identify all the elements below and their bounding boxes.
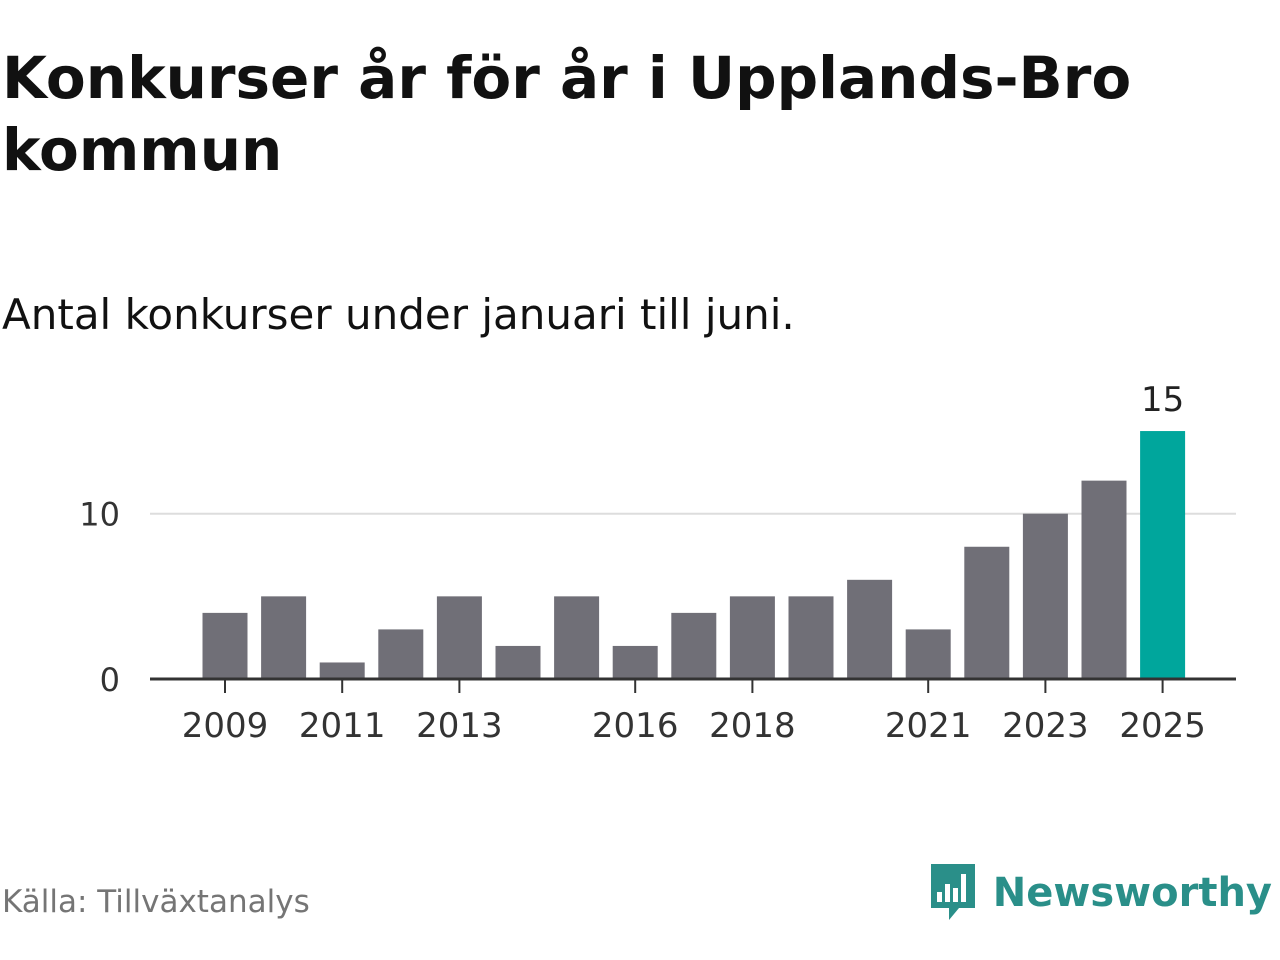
bar-2018: [729, 596, 775, 679]
bar-2022: [964, 546, 1010, 679]
newsworthy-logo-icon: [930, 864, 975, 920]
brand-logo: Newsworthy: [927, 862, 1272, 924]
bar-2012: [378, 629, 424, 679]
x-tick-label: 2021: [885, 706, 972, 746]
bar-2013: [436, 596, 482, 679]
bar-2024: [1081, 480, 1127, 679]
bar-2017: [671, 612, 717, 679]
x-tick-label: 2013: [416, 706, 503, 746]
bar-2020: [847, 579, 893, 679]
bar-2010: [261, 596, 307, 679]
bar-2014: [495, 645, 541, 679]
source-note: Källa: Tillväxtanalys: [2, 884, 310, 920]
y-tick-label: 0: [100, 661, 120, 699]
x-tick-label: 2018: [709, 706, 796, 746]
bar-2011: [319, 662, 365, 679]
bar-2021: [905, 629, 951, 679]
data-label: 15: [1141, 380, 1184, 420]
bar-2009: [202, 612, 248, 679]
bar-2019: [788, 596, 834, 679]
bar-2016: [612, 645, 658, 679]
x-tick-label: 2009: [182, 706, 269, 746]
bar-2015: [554, 596, 600, 679]
x-tick-label: 2025: [1119, 706, 1206, 746]
x-tick-label: 2023: [1002, 706, 1089, 746]
chart-title: Konkurser år för år i Upplands-Bro kommu…: [2, 44, 1132, 184]
x-tick-label: 2016: [592, 706, 679, 746]
chart-subtitle: Antal konkurser under januari till juni.: [2, 290, 795, 339]
bar-chart: 0 10 15 2009 2011 2013 2016 2018 2021 2023 2025: [79, 380, 1236, 746]
y-tick-label: 10: [79, 496, 120, 534]
brand-name: Newsworthy: [992, 870, 1272, 916]
bar-2025: [1140, 431, 1186, 679]
x-tick-label: 2011: [299, 706, 386, 746]
bar-2023: [1022, 513, 1068, 679]
